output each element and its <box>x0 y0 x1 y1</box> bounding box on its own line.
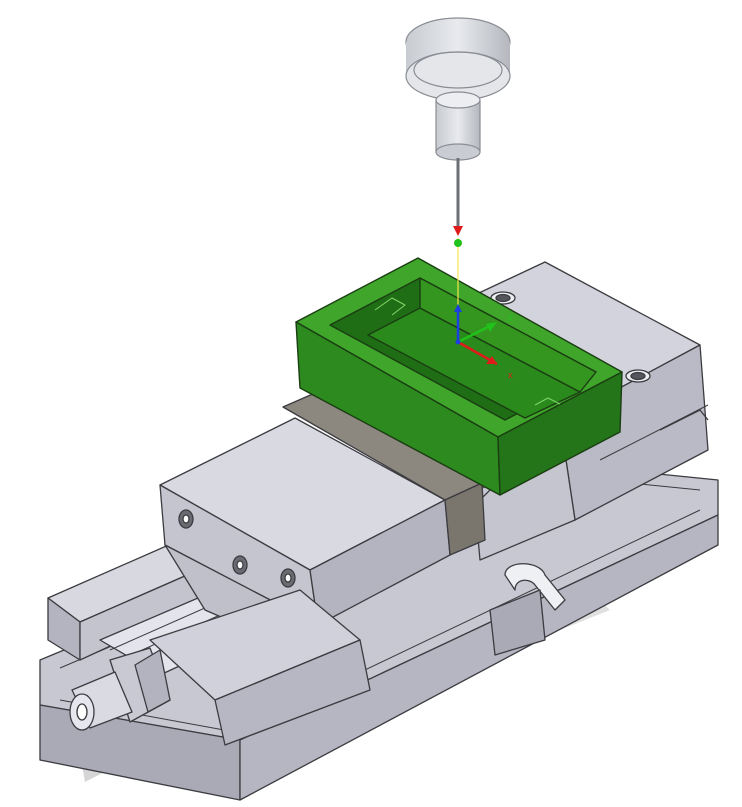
probe-marker <box>453 226 463 236</box>
wcs-origin <box>455 339 461 345</box>
probe-tip <box>454 239 462 247</box>
x-axis-label: x <box>508 370 513 380</box>
bolt-hole <box>280 568 296 588</box>
bolt-hole <box>178 509 194 529</box>
screw-head <box>625 369 651 383</box>
y-axis <box>457 323 493 344</box>
bolt-hole <box>232 555 248 575</box>
y-axis-arrow <box>486 322 497 332</box>
wcs-triad[interactable]: x y <box>453 226 513 380</box>
y-axis-label: y <box>508 312 513 322</box>
movable-jaw[interactable] <box>149 417 451 746</box>
workpiece-stock[interactable] <box>295 257 623 496</box>
screw-head <box>490 291 516 305</box>
x-axis-arrow <box>486 356 497 364</box>
probe-tool[interactable] <box>405 17 511 230</box>
z-axis-arrow <box>454 304 462 312</box>
vise-handle[interactable] <box>69 647 171 731</box>
